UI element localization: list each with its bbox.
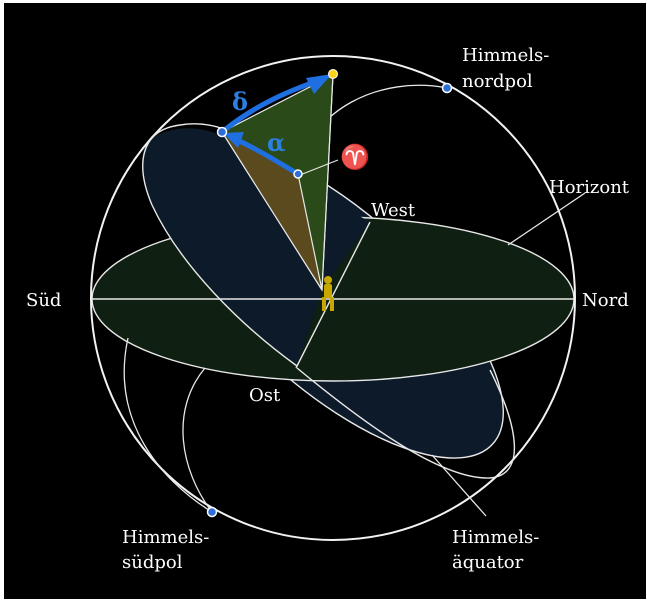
star-position-marker (216, 126, 228, 138)
equator-leader (431, 454, 487, 517)
star-dot-icon (328, 69, 338, 79)
right-ascension-arrow-head (223, 132, 244, 148)
declination-arrow-head (306, 74, 332, 94)
west-label: West (371, 200, 416, 221)
south-pole-marker (206, 506, 218, 518)
south-pole-label-1: Himmels- (122, 527, 209, 548)
star-ray (321, 74, 334, 291)
equator-label-2: äquator (452, 552, 524, 573)
vernal-point-label: ♈ (340, 143, 370, 171)
west-east-line (295, 221, 371, 369)
horizon-label: Horizont (549, 177, 630, 198)
celestial-sphere (90, 55, 576, 541)
person-figure-icon (322, 276, 334, 311)
south-pole-arc-1 (123, 337, 213, 513)
north-pole-marker (441, 82, 453, 94)
equator-lower-outline (296, 367, 516, 479)
vernal-point-marker (293, 169, 303, 179)
right-ascension-label: α (267, 128, 285, 157)
south-label: Süd (26, 290, 61, 311)
equator-label-1: Himmels- (452, 527, 539, 548)
north-pole-label-2: nordpol (462, 71, 533, 92)
horizon-leader (507, 192, 586, 246)
north-label: Nord (582, 290, 629, 311)
equator-upper-part (142, 128, 370, 366)
north-pole-label-1: Himmels- (462, 45, 549, 66)
east-label: Ost (249, 385, 281, 406)
south-pole-arc-2 (182, 367, 213, 513)
vernal-point-leader (299, 159, 339, 176)
declination-label: δ (232, 87, 248, 116)
south-pole-label-2: südpol (122, 552, 183, 573)
